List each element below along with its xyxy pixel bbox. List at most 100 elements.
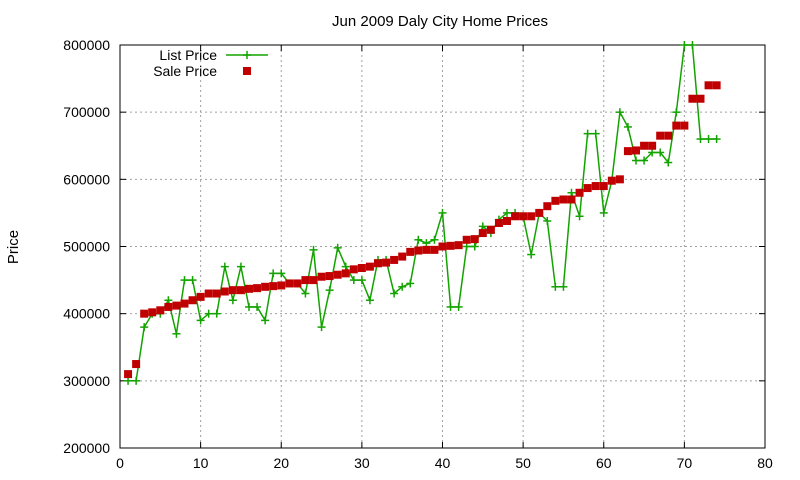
sale-price-point [172,301,181,310]
list-price-point [325,286,334,295]
sale-price-point [486,225,495,234]
list-price-point [688,41,697,49]
sale-price-point [148,308,157,317]
sale-price-point [591,182,600,191]
sale-price-point [422,245,431,254]
list-price-point [269,269,278,278]
sale-price-point [236,286,245,295]
sale-price-point [277,281,286,290]
list-price-point [390,289,399,298]
y-tick-label: 500000 [63,239,110,255]
sale-price-point [253,284,262,293]
list-price-point [664,158,673,167]
sale-price-point [132,360,141,369]
sale-price-point [511,212,520,221]
tick-layer: 0 10 20 30 40 50 60 70 80 200000 300000 400000 50000… [63,37,773,471]
sale-price-point [712,81,721,90]
x-tick-label: 0 [116,455,124,471]
list-price-point [567,188,576,197]
sale-price-point [623,147,632,156]
sale-price-point [325,272,334,281]
y-axis-label: Price [5,230,22,264]
list-price-point [124,376,133,385]
x-tick-label: 50 [515,455,531,471]
list-price-point [406,279,415,288]
list-price-point [236,262,245,271]
sale-price-point [430,245,439,254]
list-price-point [398,282,407,291]
list-price-point [551,282,560,291]
list-price-point [196,316,205,325]
sale-price-point [632,146,640,155]
x-tick-label: 40 [435,455,451,471]
sale-price-point [583,184,592,193]
list-price-point [591,129,600,138]
sale-price-point [180,299,189,308]
list-price-point [470,242,479,251]
list-price-point [341,262,350,271]
sale-price-point [124,370,133,379]
sale-price-point [365,262,374,271]
sale-price-point [648,141,657,150]
list-price-point [559,282,568,291]
sale-price-point [382,258,391,267]
list-price-point [527,250,536,259]
list-price-point [672,108,681,117]
sale-price-point [212,289,221,298]
list-price-point [261,316,270,325]
list-price-point [712,135,721,144]
list-price-point [333,243,342,252]
list-price-point [648,148,657,157]
sale-price-point [309,276,318,285]
sale-price-point [446,241,455,250]
list-price-point [245,302,253,311]
list-price-point [503,208,511,217]
list-price-point [446,302,455,311]
sale-price-point [656,131,665,140]
sale-price-point [301,276,310,285]
list-price-point [454,302,463,311]
list-price-point [180,276,189,285]
sale-price-point [454,241,463,250]
list-price-point [309,245,318,254]
list-price-point [704,135,713,144]
list-price-point [172,329,181,338]
legend-square-sale-price [243,67,251,75]
x-tick-label: 70 [677,455,693,471]
list-price-point [656,148,665,157]
sale-price-point [349,265,358,274]
list-price-point [301,289,310,298]
list-price-point [365,296,374,305]
sale-price-point [357,263,366,272]
sale-price-point [527,212,536,221]
legend-sample-sale-price [243,67,251,75]
sale-price-point [494,218,503,227]
list-price-point [680,41,689,49]
sale-price-point [535,208,544,217]
sale-price-point [640,141,649,150]
legend: List Price Sale Price [153,47,268,79]
sale-price-point [704,81,713,90]
list-price-point [228,296,237,305]
sale-price-point [519,212,528,221]
x-tick-label: 30 [354,455,370,471]
list-price-point [615,108,624,117]
sale-price-point [575,188,584,197]
sale-price-point [261,282,270,291]
list-price-line [128,44,717,382]
list-price-point [132,376,141,385]
list-price-point [357,276,366,285]
sale-price-point [696,94,705,103]
list-price-point [623,122,632,131]
sale-price-point [567,195,576,204]
list-price-point [438,208,447,217]
sale-price-point [140,309,149,318]
sale-price-point [680,121,689,130]
sale-price-point [615,175,624,184]
list-price-point [317,323,326,332]
list-price-point [414,235,423,244]
list-price-point [349,276,358,285]
x-tick-label: 80 [757,455,773,471]
sale-price-point [503,216,511,225]
